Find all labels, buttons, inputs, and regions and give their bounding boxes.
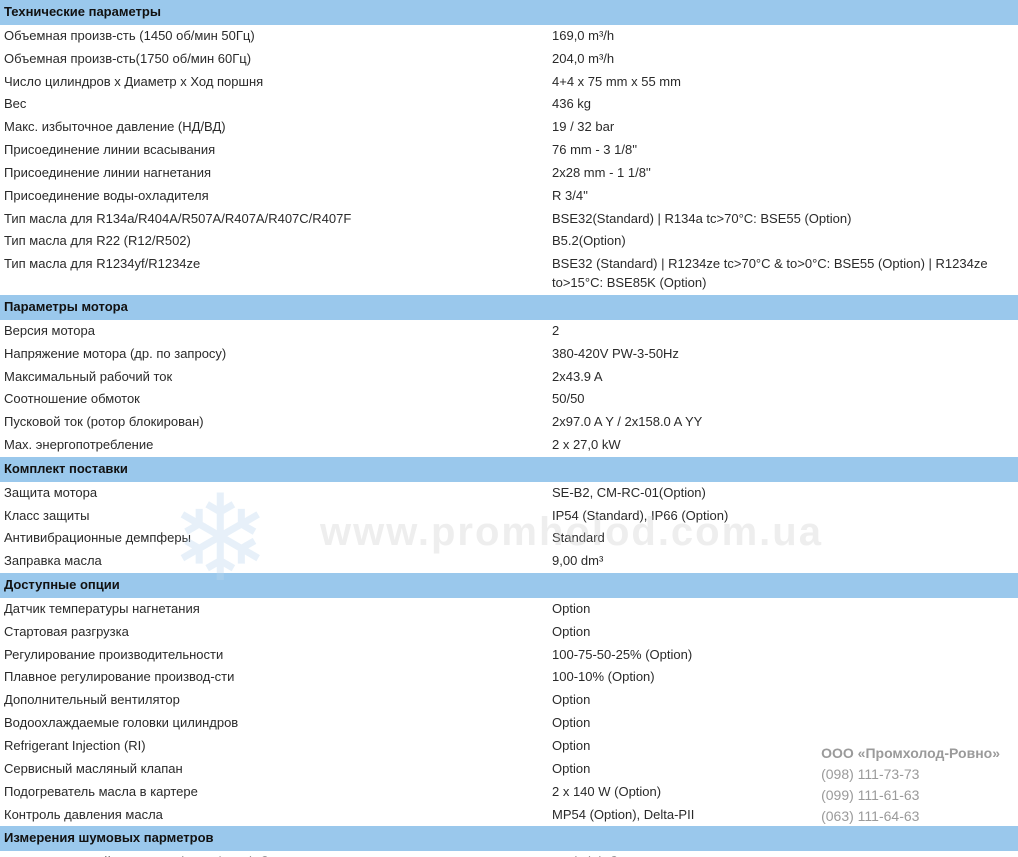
spec-label: Число цилиндров x Диаметр x Ход поршня (0, 71, 548, 94)
spec-label: Тип масла для R1234yf/R1234ze (0, 253, 548, 295)
section-header: Комплект поставки (0, 457, 1018, 482)
spec-value: 100-75-50-25% (Option) (548, 644, 1018, 667)
table-row: Тип масла для R134a/R404A/R507A/R407A/R4… (0, 208, 1018, 231)
spec-label: Сервисный масляный клапан (0, 758, 548, 781)
spec-value: 4+4 x 75 mm x 55 mm (548, 71, 1018, 94)
spec-label: Присоединение воды-охладителя (0, 185, 548, 208)
table-row: Класс защитыIP54 (Standard), IP66 (Optio… (0, 505, 1018, 528)
spec-label: Дополнительный вентилятор (0, 689, 548, 712)
spec-label: Присоединение линии нагнетания (0, 162, 548, 185)
table-row: Антивибрационные демпферыStandard (0, 527, 1018, 550)
table-row: Уровень звуковой мощности (-10°C/45°C) @… (0, 851, 1018, 857)
spec-label: Присоединение линии всасывания (0, 139, 548, 162)
spec-value: R 3/4'' (548, 185, 1018, 208)
spec-label: Максимальный рабочий ток (0, 366, 548, 389)
table-row: Датчик температуры нагнетанияOption (0, 598, 1018, 621)
spec-label: Защита мотора (0, 482, 548, 505)
table-row: Версия мотора2 (0, 320, 1018, 343)
spec-value: 169,0 m³/h (548, 25, 1018, 48)
spec-value: BSE32 (Standard) | R1234ze tc>70°C & to>… (548, 253, 1018, 295)
section-header: Измерения шумовых парметров (0, 826, 1018, 851)
contact-company: ООО «Промхолод-Ровно» (821, 743, 1000, 764)
spec-table: Технические параметрыОбъемная произв-сть… (0, 0, 1018, 857)
spec-value: 100-10% (Option) (548, 666, 1018, 689)
spec-value: BSE32(Standard) | R134a tc>70°C: BSE55 (… (548, 208, 1018, 231)
spec-label: Соотношение обмоток (0, 388, 548, 411)
table-row: Защита мотораSE-B2, CM-RC-01(Option) (0, 482, 1018, 505)
spec-value: 50/50 (548, 388, 1018, 411)
contact-phone-1: (098) 111-73-73 (821, 764, 1000, 785)
table-row: Водоохлаждаемые головки цилиндровOption (0, 712, 1018, 735)
spec-value: 380-420V PW-3-50Hz (548, 343, 1018, 366)
spec-label: Макс. избыточное давление (НД/ВД) (0, 116, 548, 139)
table-row: Объемная произв-сть(1750 об/мин 60Гц)204… (0, 48, 1018, 71)
spec-value: Option (548, 621, 1018, 644)
spec-value: Option (548, 689, 1018, 712)
spec-value: Option (548, 598, 1018, 621)
section-header: Технические параметры (0, 0, 1018, 25)
spec-label: Тип масла для R134a/R404A/R507A/R407A/R4… (0, 208, 548, 231)
table-row: Присоединение линии нагнетания2x28 mm - … (0, 162, 1018, 185)
spec-label: Плавное регулирование производ-сти (0, 666, 548, 689)
table-row: Стартовая разгрузкаOption (0, 621, 1018, 644)
spec-label: Водоохлаждаемые головки цилиндров (0, 712, 548, 735)
spec-value: 204,0 m³/h (548, 48, 1018, 71)
table-row: Объемная произв-сть (1450 об/мин 50Гц)16… (0, 25, 1018, 48)
spec-label: Refrigerant Injection (RI) (0, 735, 548, 758)
spec-label: Объемная произв-сть(1750 об/мин 60Гц) (0, 48, 548, 71)
spec-label: Датчик температуры нагнетания (0, 598, 548, 621)
table-row: Присоединение линии всасывания76 mm - 3 … (0, 139, 1018, 162)
table-row: Пусковой ток (ротор блокирован)2x97.0 A … (0, 411, 1018, 434)
contact-phone-3: (063) 111-64-63 (821, 806, 1000, 827)
section-header: Доступные опции (0, 573, 1018, 598)
spec-label: Max. энергопотребление (0, 434, 548, 457)
spec-value: 9,00 dm³ (548, 550, 1018, 573)
spec-value: Option (548, 712, 1018, 735)
spec-value: 2 (548, 320, 1018, 343)
table-row: Вес436 kg (0, 93, 1018, 116)
table-row: Присоединение воды-охладителяR 3/4'' (0, 185, 1018, 208)
spec-value: Standard (548, 527, 1018, 550)
spec-label: Класс защиты (0, 505, 548, 528)
table-row: Напряжение мотора (др. по запросу)380-42… (0, 343, 1018, 366)
spec-value: 2x97.0 A Y / 2x158.0 A YY (548, 411, 1018, 434)
spec-label: Контроль давления масла (0, 804, 548, 827)
spec-value: 2 x 27,0 kW (548, 434, 1018, 457)
spec-value: B5.2(Option) (548, 230, 1018, 253)
spec-label: Тип масла для R22 (R12/R502) (0, 230, 548, 253)
table-row: Максимальный рабочий ток2x43.9 A (0, 366, 1018, 389)
table-row: Число цилиндров x Диаметр x Ход поршня4+… (0, 71, 1018, 94)
spec-label: Уровень звуковой мощности (-10°C/45°C) @… (0, 851, 548, 857)
spec-value: IP54 (Standard), IP66 (Option) (548, 505, 1018, 528)
contact-phone-2: (099) 111-61-63 (821, 785, 1000, 806)
spec-value: 19 / 32 bar (548, 116, 1018, 139)
table-row: Дополнительный вентиляторOption (0, 689, 1018, 712)
spec-label: Стартовая разгрузка (0, 621, 548, 644)
spec-label: Заправка масла (0, 550, 548, 573)
contact-block: ООО «Промхолод-Ровно» (098) 111-73-73 (0… (821, 743, 1000, 827)
spec-label: Пусковой ток (ротор блокирован) (0, 411, 548, 434)
spec-label: Регулирование производительности (0, 644, 548, 667)
spec-value: 436 kg (548, 93, 1018, 116)
spec-value: 2x43.9 A (548, 366, 1018, 389)
spec-value: 84 dB(A) @50Hz (548, 851, 1018, 857)
table-row: Плавное регулирование производ-сти100-10… (0, 666, 1018, 689)
spec-value: 76 mm - 3 1/8'' (548, 139, 1018, 162)
table-row: Соотношение обмоток50/50 (0, 388, 1018, 411)
table-row: Тип масла для R22 (R12/R502)B5.2(Option) (0, 230, 1018, 253)
spec-label: Версия мотора (0, 320, 548, 343)
table-row: Регулирование производительности100-75-5… (0, 644, 1018, 667)
spec-label: Антивибрационные демпферы (0, 527, 548, 550)
table-row: Макс. избыточное давление (НД/ВД)19 / 32… (0, 116, 1018, 139)
spec-label: Напряжение мотора (др. по запросу) (0, 343, 548, 366)
spec-label: Подогреватель масла в картере (0, 781, 548, 804)
spec-value: 2x28 mm - 1 1/8'' (548, 162, 1018, 185)
table-row: Заправка масла9,00 dm³ (0, 550, 1018, 573)
section-header: Параметры мотора (0, 295, 1018, 320)
table-row: Max. энергопотребление2 x 27,0 kW (0, 434, 1018, 457)
spec-value: SE-B2, CM-RC-01(Option) (548, 482, 1018, 505)
spec-label: Объемная произв-сть (1450 об/мин 50Гц) (0, 25, 548, 48)
spec-label: Вес (0, 93, 548, 116)
table-row: Тип масла для R1234yf/R1234zeBSE32 (Stan… (0, 253, 1018, 295)
